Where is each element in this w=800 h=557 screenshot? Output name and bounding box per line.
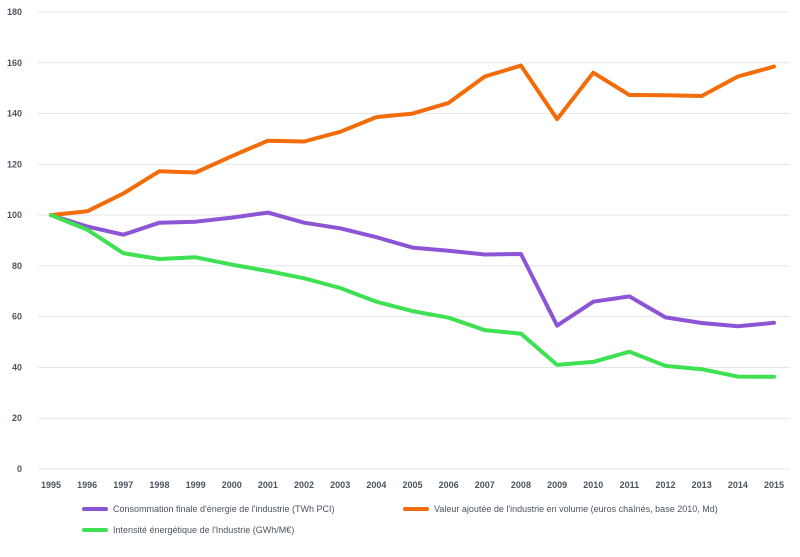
- x-tick-label: 1999: [186, 480, 206, 490]
- y-tick-label: 60: [12, 312, 22, 322]
- y-tick-label: 160: [7, 58, 22, 68]
- x-tick-label: 2012: [656, 480, 676, 490]
- series-lines: [49, 63, 776, 379]
- x-tick-label: 2007: [475, 480, 495, 490]
- x-tick-label: 2005: [402, 480, 422, 490]
- y-axis-ticks: 0 20 40 60 80 100 120 140 160 180: [7, 7, 22, 474]
- series-line-2: [49, 63, 776, 218]
- y-tick-label: 20: [12, 413, 22, 423]
- x-tick-label: 1998: [149, 480, 169, 490]
- x-tick-label: 1996: [77, 480, 97, 490]
- x-tick-label: 2002: [294, 480, 314, 490]
- x-tick-label: 2009: [547, 480, 567, 490]
- x-tick-label: 1997: [113, 480, 133, 490]
- x-tick-label: 2000: [222, 480, 242, 490]
- x-tick-label: 2010: [583, 480, 603, 490]
- x-tick-label: 2011: [620, 480, 640, 490]
- legend-label: Valeur ajoutée de l'industrie en volume …: [434, 504, 718, 514]
- x-tick-label: 2003: [330, 480, 350, 490]
- x-tick-label: 2008: [511, 480, 531, 490]
- legend-label: Consommation finale d'énergie de l'indus…: [113, 504, 335, 514]
- legend-label: Intensité énergétique de l'Industrie (GW…: [113, 525, 294, 535]
- series-line-1: [49, 210, 776, 329]
- x-tick-label: 1995: [41, 480, 61, 490]
- series-line-3: [49, 213, 776, 379]
- x-tick-label: 2001: [258, 480, 278, 490]
- gridlines: [38, 11, 790, 470]
- x-axis-ticks: 1995 1996 1997 1998 1999 2000 2001 2002 2003 2004…: [41, 480, 784, 490]
- x-tick-label: 2015: [764, 480, 784, 490]
- legend: Consommation finale d'énergie de l'indus…: [82, 504, 718, 535]
- x-tick-label: 2014: [728, 480, 748, 490]
- x-tick-label: 2004: [366, 480, 386, 490]
- y-tick-label: 180: [7, 7, 22, 17]
- y-tick-label: 40: [12, 362, 22, 372]
- x-tick-label: 2006: [439, 480, 459, 490]
- y-tick-label: 0: [17, 464, 22, 474]
- x-tick-label: 2013: [692, 480, 712, 490]
- y-tick-label: 80: [12, 261, 22, 271]
- y-tick-label: 140: [7, 109, 22, 119]
- y-tick-label: 100: [7, 210, 22, 220]
- y-tick-label: 120: [7, 159, 22, 169]
